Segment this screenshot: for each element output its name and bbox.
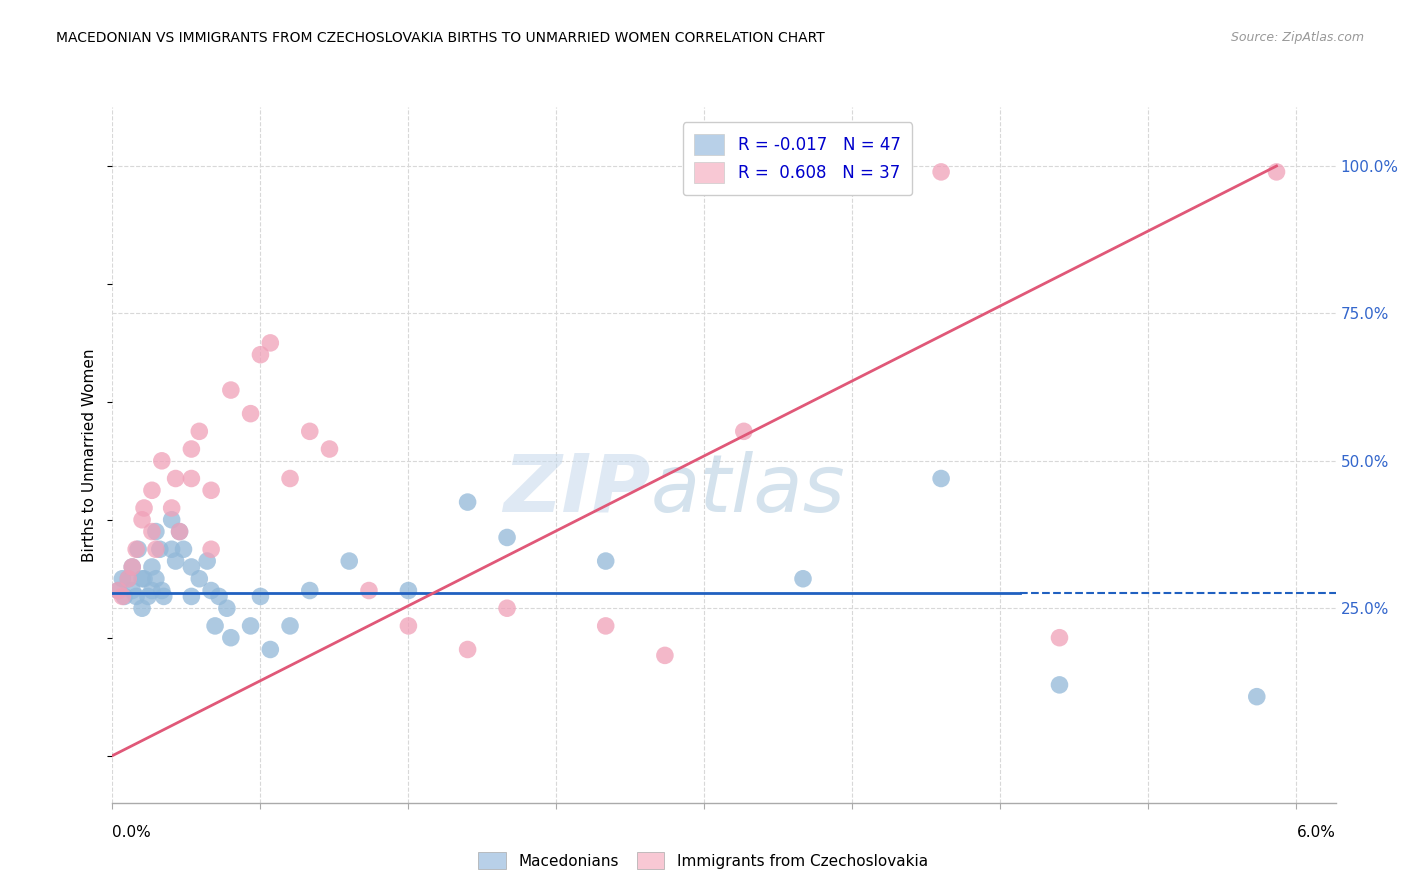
Point (125, 590, 148, 604)
Point (145, 542, 167, 557)
Point (107, 583, 129, 598)
Point (160, 542, 183, 557)
Point (357, 583, 380, 598)
Point (150, 454, 173, 468)
Point (259, 335, 281, 350)
Point (239, 619, 262, 633)
Point (125, 542, 148, 557)
Point (1049, 631, 1071, 645)
Point (200, 542, 222, 557)
Text: ZIP: ZIP (503, 450, 651, 529)
Point (131, 601, 153, 615)
Text: atlas: atlas (651, 450, 845, 529)
Point (396, 619, 419, 633)
Point (249, 348, 271, 362)
Point (208, 590, 231, 604)
Text: 0.0%: 0.0% (112, 825, 152, 840)
Point (111, 572, 134, 586)
Point (204, 619, 226, 633)
Point (127, 542, 149, 557)
Point (318, 442, 340, 456)
Point (219, 631, 242, 645)
Point (117, 572, 139, 586)
Point (121, 560, 143, 574)
Point (496, 601, 519, 615)
Point (929, 471, 952, 485)
Point (457, 495, 479, 509)
Point (496, 531, 519, 545)
Point (160, 513, 183, 527)
Point (195, 554, 218, 568)
Point (298, 583, 321, 598)
Point (145, 572, 167, 586)
Point (792, 572, 814, 586)
Point (149, 542, 172, 557)
Point (150, 583, 173, 598)
Point (219, 383, 242, 397)
Point (278, 471, 301, 485)
Point (239, 407, 262, 421)
Point (200, 583, 222, 598)
Point (457, 642, 479, 657)
Point (1265, 165, 1288, 179)
Point (141, 524, 163, 539)
Point (169, 524, 191, 539)
Point (111, 590, 134, 604)
Point (141, 583, 163, 598)
Text: Source: ZipAtlas.com: Source: ZipAtlas.com (1230, 31, 1364, 45)
Point (278, 619, 301, 633)
Point (117, 572, 139, 586)
Point (1049, 678, 1071, 692)
Legend: Macedonians, Immigrants from Czechoslovakia: Macedonians, Immigrants from Czechoslova… (472, 846, 934, 875)
Point (107, 583, 129, 598)
Point (298, 425, 321, 439)
Point (733, 425, 755, 439)
Point (141, 560, 163, 574)
Point (131, 513, 153, 527)
Text: 6.0%: 6.0% (1296, 825, 1336, 840)
Point (132, 500, 155, 515)
Point (792, 165, 814, 179)
Point (152, 590, 174, 604)
Point (121, 560, 143, 574)
Point (200, 483, 222, 498)
Point (249, 590, 271, 604)
Point (112, 590, 135, 604)
Point (1246, 690, 1268, 704)
Text: MACEDONIAN VS IMMIGRANTS FROM CZECHOSLOVAKIA BIRTHS TO UNMARRIED WOMEN CORRELATI: MACEDONIAN VS IMMIGRANTS FROM CZECHOSLOV… (56, 31, 825, 45)
Point (215, 601, 238, 615)
Point (180, 560, 202, 574)
Point (131, 572, 153, 586)
Point (173, 542, 195, 557)
Point (121, 583, 143, 598)
Point (595, 554, 617, 568)
Point (169, 524, 191, 539)
Point (136, 590, 159, 604)
Point (180, 590, 202, 604)
Point (132, 572, 155, 586)
Point (165, 554, 187, 568)
Y-axis label: Births to Unmarried Women: Births to Unmarried Women (82, 348, 97, 562)
Point (188, 425, 211, 439)
Point (259, 642, 281, 657)
Point (337, 554, 360, 568)
Point (654, 648, 676, 663)
Point (180, 471, 202, 485)
Point (145, 524, 167, 539)
Legend: R = -0.017   N = 47, R =  0.608   N = 37: R = -0.017 N = 47, R = 0.608 N = 37 (683, 122, 912, 195)
Point (165, 471, 187, 485)
Point (595, 619, 617, 633)
Point (396, 583, 419, 598)
Point (180, 442, 202, 456)
Point (929, 165, 952, 179)
Point (160, 500, 183, 515)
Point (141, 483, 163, 498)
Point (188, 572, 211, 586)
